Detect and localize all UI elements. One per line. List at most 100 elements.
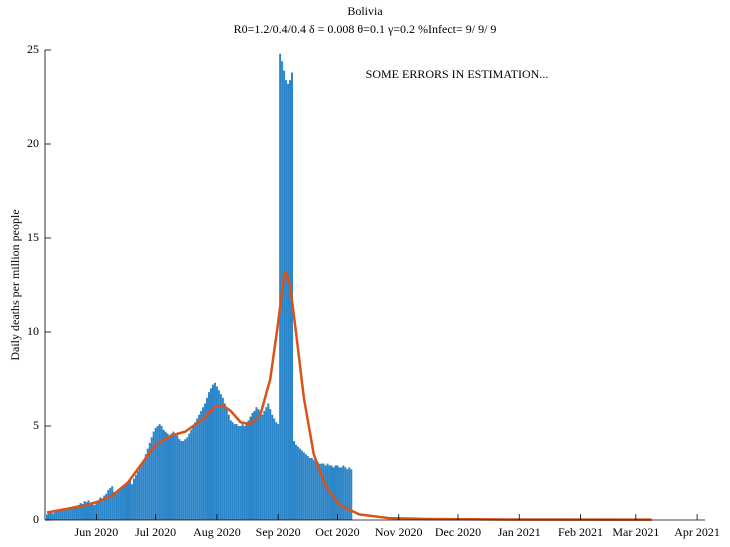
bar: [117, 491, 120, 520]
bar: [140, 463, 143, 520]
bar: [241, 424, 244, 520]
bar: [255, 407, 258, 520]
bar: [107, 489, 110, 520]
y-tick-label: 10: [27, 324, 39, 338]
bar: [174, 433, 177, 520]
bar: [287, 83, 290, 520]
bar: [182, 441, 185, 520]
bar: [73, 505, 76, 520]
x-tick-label: Oct 2020: [315, 525, 359, 539]
bar: [154, 427, 157, 520]
bar: [148, 442, 151, 520]
bar: [87, 500, 90, 520]
bar: [296, 446, 299, 520]
bar: [113, 491, 116, 520]
bar: [180, 441, 183, 520]
chart-subtitle: R0=1.2/0.4/0.4 δ = 0.008 θ=0.1 γ=0.2 %In…: [234, 22, 497, 36]
bar: [192, 426, 195, 520]
bar: [217, 390, 220, 520]
bar: [188, 433, 191, 520]
bar: [320, 463, 323, 520]
bar: [69, 508, 72, 520]
bar: [125, 484, 128, 520]
bar: [229, 420, 232, 520]
bar: [132, 478, 135, 520]
bar: [277, 424, 280, 520]
bar: [85, 502, 88, 520]
bar: [245, 424, 248, 520]
bar: [332, 467, 335, 520]
bar: [334, 465, 337, 520]
bar: [77, 504, 80, 520]
bar: [146, 448, 149, 520]
bar: [101, 499, 104, 520]
bar: [57, 511, 60, 520]
bar: [95, 503, 98, 520]
bar: [294, 444, 297, 520]
bar: [99, 497, 102, 520]
bar: [211, 384, 214, 520]
bar: [215, 386, 218, 520]
bar: [298, 448, 301, 520]
bar: [128, 480, 131, 520]
bar: [340, 467, 343, 520]
bar: [271, 414, 274, 520]
x-tick-label: Feb 2021: [558, 525, 603, 539]
bar: [178, 439, 181, 520]
bar: [105, 493, 108, 520]
bar: [75, 506, 78, 520]
bar: [251, 412, 254, 520]
bar: [219, 394, 222, 520]
bar: [279, 53, 282, 520]
bar: [202, 407, 205, 520]
bar: [310, 457, 313, 520]
y-tick-label: 0: [33, 512, 39, 526]
bar: [59, 510, 62, 520]
bar: [273, 418, 276, 520]
bar: [204, 403, 207, 520]
bar: [89, 503, 92, 520]
bar: [119, 489, 122, 520]
bar: [208, 392, 210, 520]
bar: [184, 439, 187, 520]
bar: [134, 474, 137, 520]
bar: [269, 409, 272, 520]
bar: [156, 426, 159, 520]
bar: [225, 409, 228, 520]
bar: [275, 422, 278, 520]
bar: [206, 397, 209, 520]
bar: [53, 511, 56, 520]
bar: [324, 465, 327, 520]
bar: [196, 418, 199, 520]
bar: [213, 382, 216, 520]
bar: [160, 426, 163, 520]
bar: [91, 504, 94, 520]
bar: [130, 484, 133, 520]
bar: [227, 414, 230, 520]
x-tick-label: Aug 2020: [193, 525, 241, 539]
bar: [158, 424, 161, 520]
bar: [111, 486, 114, 520]
bar: [198, 414, 201, 520]
bar: [109, 488, 112, 520]
bar: [247, 420, 250, 520]
bar: [144, 454, 147, 520]
bar: [257, 409, 260, 520]
bar: [152, 431, 155, 520]
bar: [162, 429, 165, 520]
bar: [318, 463, 321, 520]
bar: [47, 513, 50, 520]
bar: [127, 482, 129, 520]
bar: [45, 514, 48, 520]
bar: [63, 509, 66, 520]
model-line: [46, 270, 652, 521]
bar: [65, 508, 68, 520]
bar: [186, 437, 189, 520]
bar: [97, 501, 100, 520]
bar: [316, 461, 319, 520]
bar: [253, 410, 256, 520]
bar: [51, 513, 54, 520]
bar: [103, 495, 106, 520]
y-tick-label: 15: [27, 230, 39, 244]
